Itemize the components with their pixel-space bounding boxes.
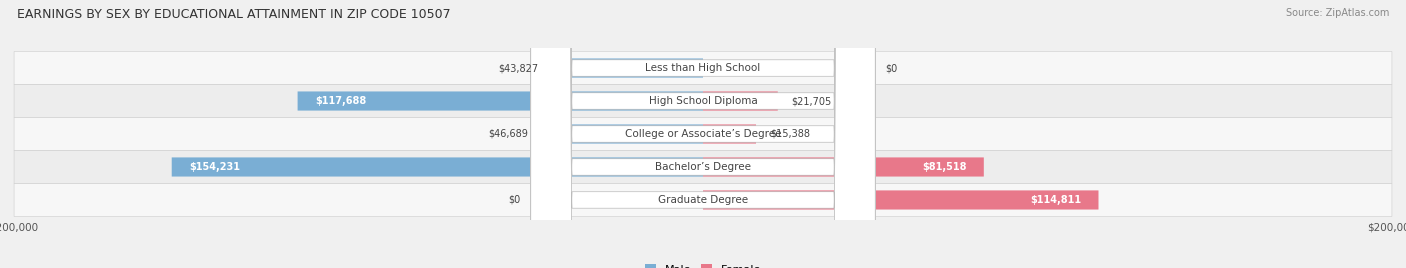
- FancyBboxPatch shape: [298, 91, 703, 111]
- Text: High School Diploma: High School Diploma: [648, 96, 758, 106]
- Text: $117,688: $117,688: [315, 96, 366, 106]
- FancyBboxPatch shape: [703, 190, 1098, 210]
- Text: $154,231: $154,231: [188, 162, 240, 172]
- FancyBboxPatch shape: [703, 124, 756, 144]
- FancyBboxPatch shape: [531, 0, 875, 268]
- FancyBboxPatch shape: [703, 157, 984, 177]
- Text: Bachelor’s Degree: Bachelor’s Degree: [655, 162, 751, 172]
- FancyBboxPatch shape: [14, 84, 1392, 117]
- Text: $81,518: $81,518: [922, 162, 966, 172]
- Text: College or Associate’s Degree: College or Associate’s Degree: [624, 129, 782, 139]
- FancyBboxPatch shape: [531, 0, 875, 268]
- FancyBboxPatch shape: [14, 117, 1392, 151]
- Text: Source: ZipAtlas.com: Source: ZipAtlas.com: [1285, 8, 1389, 18]
- Text: $0: $0: [886, 63, 898, 73]
- Text: $114,811: $114,811: [1031, 195, 1081, 205]
- Text: Graduate Degree: Graduate Degree: [658, 195, 748, 205]
- Text: $21,705: $21,705: [792, 96, 832, 106]
- FancyBboxPatch shape: [14, 184, 1392, 217]
- Text: $46,689: $46,689: [488, 129, 529, 139]
- FancyBboxPatch shape: [531, 0, 875, 268]
- Text: $0: $0: [508, 195, 520, 205]
- FancyBboxPatch shape: [531, 0, 875, 268]
- FancyBboxPatch shape: [543, 124, 703, 144]
- FancyBboxPatch shape: [172, 157, 703, 177]
- FancyBboxPatch shape: [531, 0, 875, 268]
- Text: Less than High School: Less than High School: [645, 63, 761, 73]
- Text: $15,388: $15,388: [770, 129, 810, 139]
- Text: $43,827: $43,827: [498, 63, 538, 73]
- FancyBboxPatch shape: [14, 151, 1392, 184]
- FancyBboxPatch shape: [14, 51, 1392, 84]
- Legend: Male, Female: Male, Female: [641, 260, 765, 268]
- FancyBboxPatch shape: [553, 58, 703, 78]
- FancyBboxPatch shape: [703, 91, 778, 111]
- Text: EARNINGS BY SEX BY EDUCATIONAL ATTAINMENT IN ZIP CODE 10507: EARNINGS BY SEX BY EDUCATIONAL ATTAINMEN…: [17, 8, 450, 21]
